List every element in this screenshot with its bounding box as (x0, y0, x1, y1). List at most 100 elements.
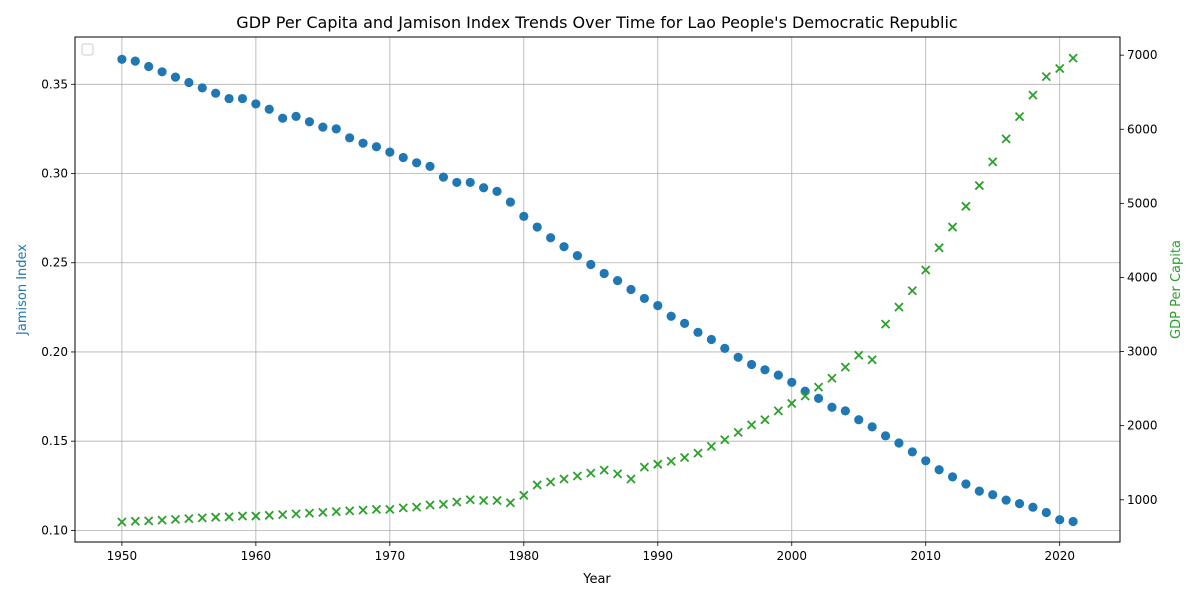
plot-frame (74, 36, 1121, 543)
gdp-per-capita-point (733, 427, 743, 437)
x-tick-label: 2000 (776, 549, 807, 563)
jamison-index-point (559, 242, 569, 252)
y-tick-label-left: 0.25 (41, 256, 68, 270)
gdp-per-capita-point (197, 513, 207, 523)
gdp-per-capita-point (130, 516, 140, 526)
gdp-per-capita-point (572, 471, 583, 481)
jamison-index-point (1068, 516, 1078, 527)
jamison-index-point (679, 318, 690, 329)
gdp-per-capita-point (452, 497, 462, 507)
y-tick-label-right: 7000 (1127, 48, 1158, 62)
gdp-per-capita-point (465, 495, 475, 505)
y-tick-label-right: 3000 (1127, 345, 1158, 359)
gdp-per-capita-point (519, 490, 529, 500)
gdp-per-capita-point (854, 350, 864, 360)
jamison-index-point (813, 393, 824, 403)
gdp-per-capita-point (907, 286, 917, 296)
y-tick-label-right: 1000 (1127, 493, 1158, 507)
jamison-index-point (331, 124, 341, 134)
gdp-per-capita-point (170, 514, 181, 525)
x-tick-label: 1990 (643, 549, 674, 563)
gdp-per-capita-point (371, 504, 382, 515)
jamison-index-point (572, 250, 583, 261)
gdp-per-capita-point (693, 448, 703, 458)
jamison-index-point (720, 343, 730, 353)
gdp-per-capita-point (813, 382, 824, 392)
jamison-index-point (599, 268, 609, 279)
y-tick-label-right: 2000 (1127, 419, 1158, 433)
jamison-index-point (385, 147, 395, 157)
gdp-per-capita-point (934, 243, 944, 253)
gdp-per-capita-point (291, 509, 301, 519)
gdp-per-capita-point (358, 505, 368, 515)
jamison-index-point (358, 138, 368, 148)
jamison-index-point (546, 233, 556, 243)
jamison-index-point (278, 113, 288, 123)
x-tick-label: 1950 (107, 549, 138, 563)
gdp-per-capita-point (211, 512, 221, 522)
jamison-index-point (988, 490, 998, 500)
x-tick-label: 1980 (509, 549, 540, 563)
gdp-per-capita-point (1001, 134, 1011, 144)
jamison-index-point (170, 72, 181, 82)
jamison-index-point (318, 122, 328, 132)
gdp-per-capita-point (653, 459, 663, 469)
jamison-index-point (465, 177, 475, 188)
jamison-index-point (479, 183, 489, 193)
y-tick-label-left: 0.15 (41, 434, 68, 448)
jamison-index-point (224, 93, 234, 104)
x-tick-label: 1970 (375, 549, 406, 563)
y-tick-label-left: 0.35 (41, 77, 68, 91)
gdp-per-capita-point (438, 499, 449, 509)
gdp-per-capita-point (224, 512, 234, 522)
jamison-index-point (1014, 499, 1025, 509)
jamison-index-point (894, 438, 904, 448)
gdp-per-capita-point (760, 415, 770, 425)
jamison-index-point (345, 133, 355, 143)
gdp-per-capita-point (894, 302, 904, 312)
jamison-index-point (1041, 507, 1051, 518)
jamison-index-point (626, 284, 636, 295)
jamison-index-point (157, 67, 167, 77)
jamison-index-point (653, 300, 663, 311)
data-marks (117, 53, 1078, 527)
gdp-per-capita-point (318, 507, 328, 517)
gdp-per-capita-point (251, 511, 261, 521)
gdp-per-capita-point (1041, 72, 1051, 82)
gdp-per-capita-point (331, 506, 341, 517)
gdp-per-capita-point (425, 500, 435, 510)
grid (75, 37, 1120, 542)
y-tick-label-left: 0.30 (41, 167, 68, 181)
jamison-index-point (117, 54, 127, 64)
jamison-index-point (398, 152, 408, 163)
x-tick-label: 2020 (1044, 549, 1075, 563)
gdp-per-capita-point (345, 506, 355, 516)
jamison-index-point (612, 275, 623, 286)
gdp-per-capita-point (586, 468, 596, 478)
jamison-index-point (746, 359, 757, 370)
jamison-index-point (773, 370, 783, 380)
gdp-per-capita-point (398, 503, 408, 513)
jamison-index-point (880, 431, 891, 441)
gdp-per-capita-point (1055, 63, 1065, 74)
jamison-index-point (733, 352, 743, 362)
gdp-per-capita-point (1028, 90, 1038, 100)
jamison-index-point (693, 327, 703, 337)
gdp-per-capita-point (666, 456, 676, 466)
gdp-per-capita-point (492, 495, 502, 506)
gdp-per-capita-point (840, 362, 850, 372)
gdp-per-capita-point (800, 391, 810, 401)
jamison-index-point (371, 142, 382, 152)
gdp-per-capita-point (599, 465, 609, 475)
gdp-per-capita-point (880, 319, 891, 329)
gdp-per-capita-point (827, 373, 837, 383)
jamison-index-point (867, 422, 877, 432)
gdp-per-capita-point (1068, 53, 1078, 63)
y-tick-label-right: 6000 (1127, 122, 1158, 136)
chart-title: GDP Per Capita and Jamison Index Trends … (236, 13, 957, 32)
jamison-index-point (1055, 515, 1065, 525)
y-axis-label-left: Jamison Index (15, 244, 30, 336)
gdp-per-capita-point (639, 462, 650, 472)
jamison-index-point (197, 83, 207, 93)
